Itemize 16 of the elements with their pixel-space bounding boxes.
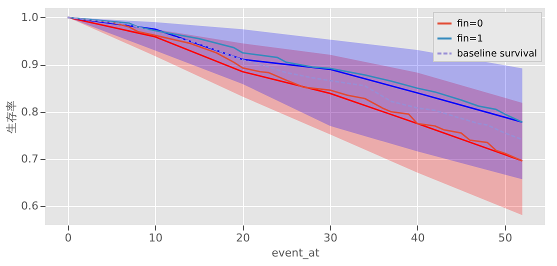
legend-label: fin=1 xyxy=(457,34,484,44)
x-axis-title: event_at xyxy=(272,246,320,260)
x-tick-label: 50 xyxy=(498,232,512,244)
y-tick-label: 0.7 xyxy=(21,152,38,166)
y-tick-label: 0.9 xyxy=(21,58,38,72)
y-axis-title: 生存率 xyxy=(5,100,18,134)
legend-label: fin=0 xyxy=(457,18,484,30)
x-tick-label: 10 xyxy=(148,232,163,244)
x-tick-label: 40 xyxy=(410,232,425,244)
legend-label: baseline survival xyxy=(457,48,538,60)
y-tick-label: 0.8 xyxy=(21,105,38,118)
x-tick-label: 20 xyxy=(236,232,250,244)
y-tick-label: 0.6 xyxy=(21,200,38,213)
x-tick-label: 30 xyxy=(323,232,338,244)
x-tick-label: 0 xyxy=(64,232,72,244)
y-tick-label: 1.0 xyxy=(21,10,38,24)
